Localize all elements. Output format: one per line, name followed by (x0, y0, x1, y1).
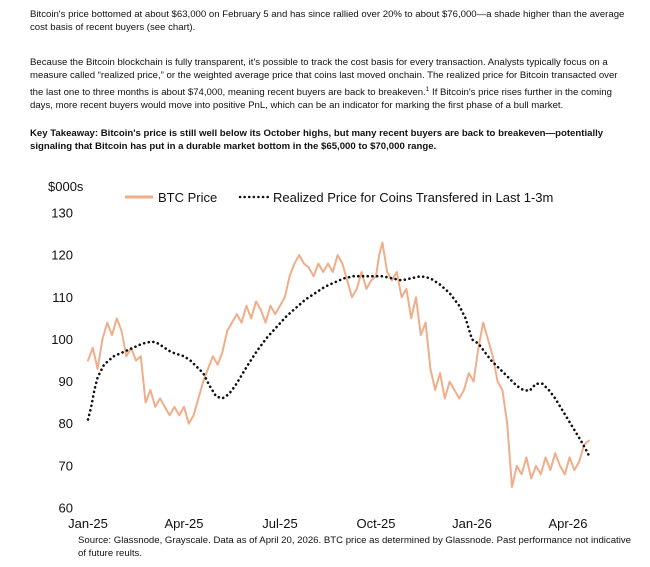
btc-price-line (87, 241, 590, 488)
x-tick-label: Jan-25 (68, 516, 108, 531)
y-tick-label: 60 (59, 501, 73, 516)
y-tick-label: 70 (59, 458, 73, 473)
paragraph-text-a: Because the Bitcoin blockchain is fully … (30, 57, 618, 98)
x-axis: Jan-25 Apr-25 Jul-25 Oct-25 Jan-26 Apr-26 (68, 516, 587, 531)
footnote-marker: 1 (425, 85, 430, 93)
source-note: Source: Glassnode, Grayscale. Data as of… (78, 535, 631, 559)
x-tick-label: Apr-25 (164, 516, 203, 531)
x-tick-label: Jan-26 (452, 516, 492, 531)
intro-paragraph: Bitcoin's price bottomed at about $63,00… (30, 9, 625, 34)
y-axis-unit-label: $000s (48, 179, 84, 194)
x-tick-label: Apr-26 (548, 516, 587, 531)
plot-area (86, 241, 591, 488)
key-takeaway: Key Takeaway: Bitcoin's price is still w… (30, 128, 604, 153)
chart-legend: BTC Price Realized Price for Coins Trans… (125, 190, 553, 205)
realized-price-dotted-line (86, 274, 591, 457)
legend-btc-label: BTC Price (158, 190, 217, 205)
y-tick-label: 90 (59, 374, 73, 389)
paragraph-text-b: If Bitcoin's price rises further in the … (30, 87, 612, 112)
y-tick-label: 120 (51, 248, 73, 263)
realized-price-paragraph: Because the Bitcoin blockchain is fully … (30, 56, 630, 113)
x-tick-label: Oct-25 (356, 516, 395, 531)
y-tick-label: 80 (59, 416, 73, 431)
y-axis: 60 70 80 90 100 110 120 130 (51, 206, 73, 516)
y-tick-label: 100 (51, 332, 73, 347)
x-tick-label: Jul-25 (262, 516, 297, 531)
legend-realized-label: Realized Price for Coins Transfered in L… (273, 190, 553, 205)
y-tick-label: 110 (52, 290, 73, 305)
y-tick-label: 130 (51, 206, 73, 221)
